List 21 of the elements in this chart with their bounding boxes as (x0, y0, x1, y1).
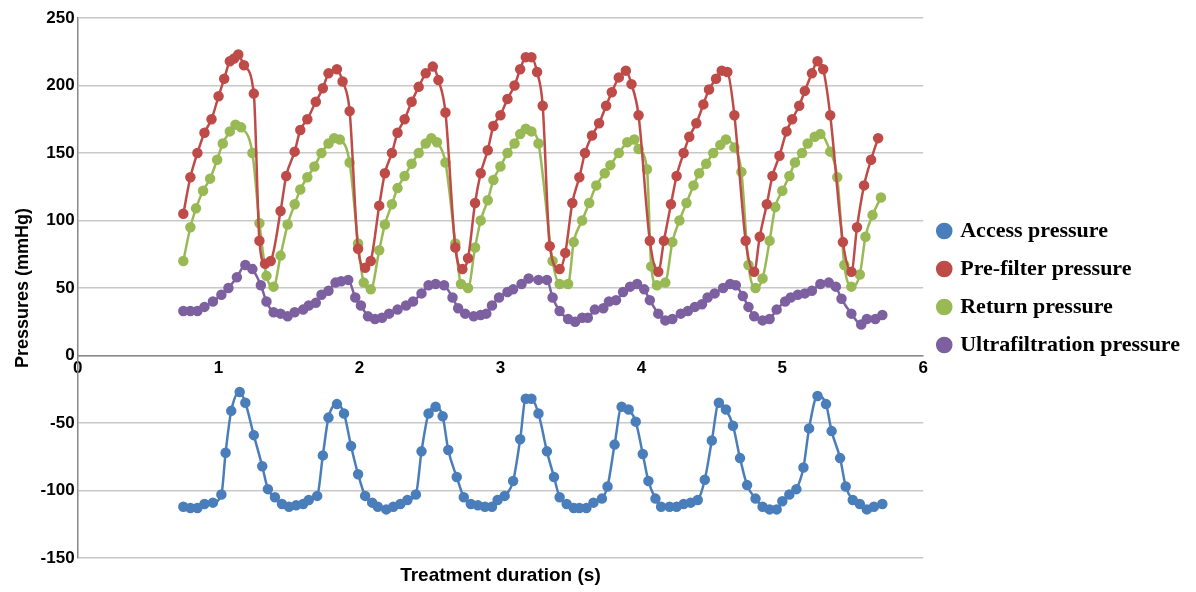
y-tick-label: -100 (40, 480, 75, 500)
y-tick-label: 0 (65, 345, 75, 365)
y-tick-label: 150 (46, 142, 75, 162)
legend-label: Pre-filter pressure (960, 254, 1132, 280)
y-tick-label: -50 (50, 412, 75, 432)
y-tick-label: 250 (46, 7, 75, 27)
legend-label: Access pressure (960, 216, 1109, 242)
x-tick-label: 2 (354, 358, 365, 378)
legend-label: Ultrafiltration pressure (960, 330, 1181, 356)
x-tick-label: 4 (636, 358, 647, 378)
y-tick-label: -150 (40, 547, 75, 567)
x-tick-label: 6 (918, 358, 928, 378)
legend-label: Return pressure (960, 292, 1114, 318)
y-tick-label: 50 (55, 277, 75, 297)
y-tick-label: 200 (46, 75, 75, 95)
x-tick-label: 5 (777, 358, 788, 378)
y-tick-label: 100 (46, 210, 75, 230)
x-axis-title: Treatment duration (s) (400, 563, 601, 585)
x-tick-label: 3 (495, 358, 506, 378)
y-axis-title: Pressures (mmHg) (11, 207, 32, 369)
x-tick-label: 1 (213, 358, 224, 378)
